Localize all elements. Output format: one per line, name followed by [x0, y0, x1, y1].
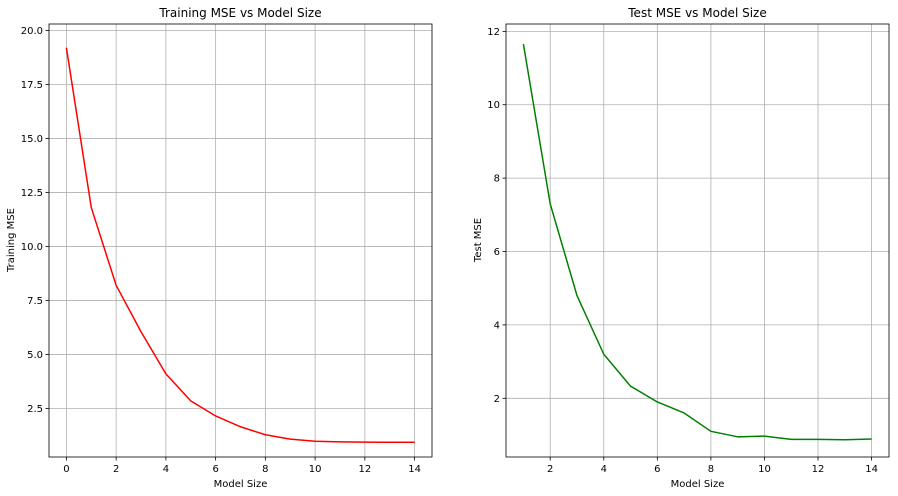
y-axis-label: Training MSE [6, 208, 17, 273]
x-tick-label: 2 [547, 464, 553, 475]
x-tick-label: 10 [758, 464, 771, 475]
x-tick-label: 8 [708, 464, 714, 475]
y-tick-label: 12.5 [21, 188, 43, 199]
chart-title: Test MSE vs Model Size [627, 6, 766, 20]
y-tick-label: 10 [487, 100, 500, 111]
x-tick-label: 4 [601, 464, 607, 475]
y-axis-label: Test MSE [473, 218, 484, 263]
x-tick-label: 14 [865, 464, 878, 475]
x-tick-label: 12 [812, 464, 825, 475]
x-tick-label: 14 [408, 464, 421, 475]
y-tick-label: 17.5 [21, 80, 43, 91]
y-tick-label: 2 [494, 394, 500, 405]
training-mse-chart: Training MSE vs Model Size Model Size Tr… [6, 6, 433, 490]
x-tick-label: 12 [358, 464, 371, 475]
test-mse-chart: Test MSE vs Model Size Model Size Test M… [473, 6, 890, 490]
series-line [65, 47, 415, 444]
plot-area-frame [48, 23, 433, 458]
y-tick-label: 2.5 [27, 404, 43, 415]
x-tick-label: 4 [163, 464, 169, 475]
x-tick-label: 8 [262, 464, 268, 475]
x-tick-label: 0 [63, 464, 69, 475]
y-tick-label: 20.0 [21, 26, 43, 37]
y-tick-label: 8 [494, 174, 500, 185]
x-tick-label: 6 [654, 464, 660, 475]
x-axis-label: Model Size [671, 479, 725, 490]
y-tick-label: 6 [494, 247, 500, 258]
y-tick-label: 7.5 [27, 296, 43, 307]
x-tick-label: 10 [309, 464, 322, 475]
y-tick-label: 15.0 [21, 134, 43, 145]
y-tick-label: 5.0 [27, 350, 43, 361]
x-axis-label: Model Size [214, 479, 268, 490]
y-tick-label: 4 [494, 320, 500, 331]
x-tick-label: 2 [113, 464, 119, 475]
y-tick-label: 12 [487, 27, 500, 38]
x-tick-label: 6 [212, 464, 218, 475]
plot-area-frame [505, 23, 890, 458]
y-tick-label: 10.0 [21, 242, 43, 253]
series-line [522, 44, 872, 441]
chart-title: Training MSE vs Model Size [158, 6, 321, 20]
